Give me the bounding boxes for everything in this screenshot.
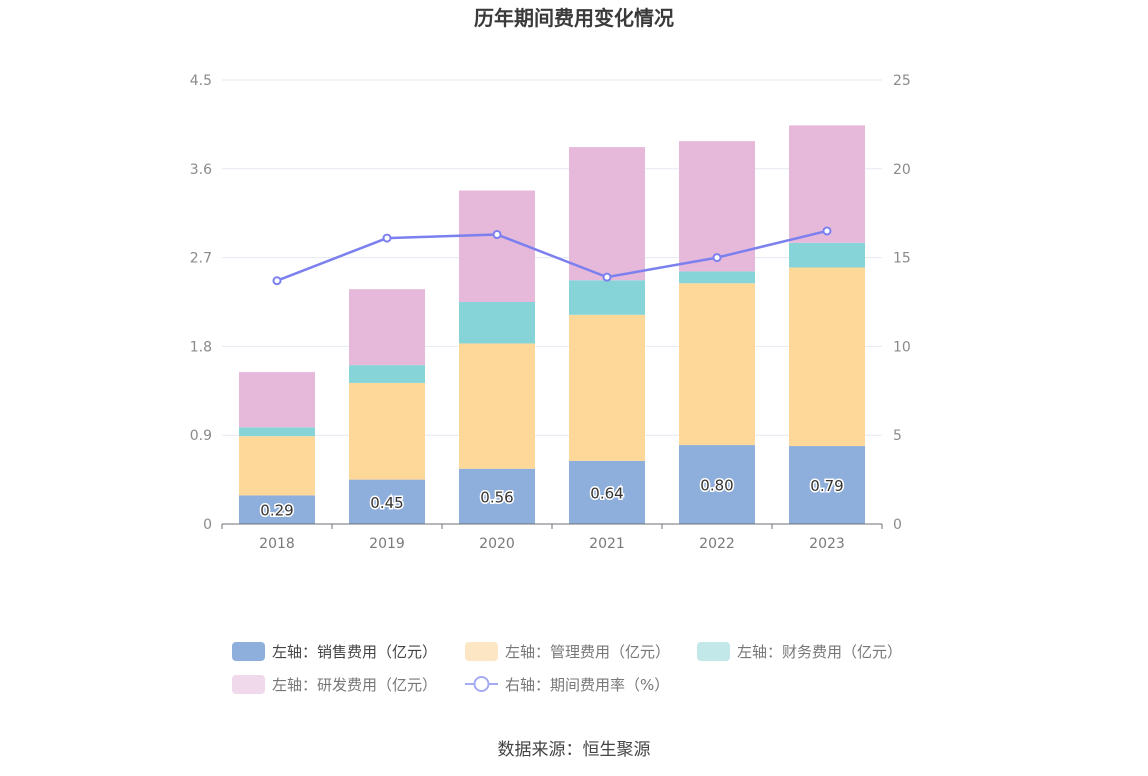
left-tick-label: 2.7 [190, 251, 212, 267]
right-tick-label: 20 [893, 162, 911, 178]
bar-segment [349, 365, 425, 383]
bar-segment [349, 289, 425, 366]
data-labels: 0.29 0.45 0.56 0.64 0.80 0.79 [259, 475, 845, 521]
legend-label: 左轴：管理费用（亿元） [505, 643, 670, 661]
legend-label: 左轴：销售费用（亿元） [272, 643, 437, 661]
left-axis: 0 0.9 1.8 2.7 3.6 4.5 [190, 73, 212, 533]
bar-segment [239, 372, 315, 428]
right-tick-label: 25 [893, 73, 911, 89]
bars [239, 125, 865, 524]
x-tick-label: 2023 [809, 536, 845, 552]
bar-value-label: 0.29 [260, 502, 293, 520]
bar-segment [569, 460, 645, 524]
bar-segment [569, 280, 645, 315]
x-axis: 2018 2019 2020 2021 2022 2023 [221, 524, 883, 552]
bar-segment [679, 445, 755, 524]
bar-value-label: 0.45 [370, 494, 403, 512]
bar-value-label: 0.64 [590, 484, 623, 502]
right-tick-label: 15 [893, 251, 911, 267]
bar-segment [569, 147, 645, 281]
left-tick-label: 0 [203, 517, 212, 533]
left-tick-label: 4.5 [190, 73, 212, 89]
rate-point [272, 276, 282, 286]
legend-item[interactable]: 左轴：研发费用（亿元） [232, 675, 437, 694]
left-tick-label: 3.6 [190, 162, 212, 178]
bar-segment [679, 271, 755, 284]
legend-swatch [232, 675, 265, 694]
bar-segment [789, 267, 865, 447]
bar-segment [239, 427, 315, 437]
bar-segment [239, 436, 315, 496]
bar-segment [679, 141, 755, 272]
legend-item[interactable]: 左轴：财务费用（亿元） [697, 642, 902, 661]
legend-swatch [697, 642, 730, 661]
right-tick-label: 0 [893, 517, 902, 533]
left-tick-label: 1.8 [190, 339, 212, 355]
legend-swatch [465, 642, 498, 661]
rate-line [272, 226, 832, 286]
legend-label: 左轴：财务费用（亿元） [737, 643, 902, 661]
right-tick-label: 10 [893, 339, 911, 355]
bar-segment [349, 479, 425, 524]
rate-point [712, 253, 722, 263]
legend-label: 左轴：研发费用（亿元） [272, 676, 437, 694]
rate-point [822, 226, 832, 236]
legend-circle-icon [473, 676, 490, 692]
gridlines [222, 79, 882, 436]
rate-point [602, 272, 612, 282]
bar-segment [459, 302, 535, 344]
bar-value-label: 0.79 [810, 477, 843, 495]
bar-segment [459, 190, 535, 302]
bar-segment [789, 125, 865, 243]
rate-line-path [276, 229, 828, 282]
bar-segment [349, 382, 425, 480]
x-tick-label: 2020 [479, 536, 515, 552]
legend-label: 右轴：期间费用率（%） [505, 676, 669, 694]
x-tick-label: 2022 [699, 536, 735, 552]
bar-segment [239, 495, 315, 524]
bar-segment [459, 468, 535, 524]
right-tick-label: 5 [893, 428, 902, 444]
bar-segment [789, 446, 865, 524]
rate-point [382, 233, 392, 243]
bar-segment [679, 283, 755, 446]
bar-segment [569, 314, 645, 461]
source-note: 数据来源：恒生聚源 [498, 740, 651, 760]
legend-item[interactable]: 右轴：期间费用率（%） [465, 676, 669, 694]
legend-swatch [232, 642, 265, 661]
legend[interactable]: 左轴：销售费用（亿元） 左轴：管理费用（亿元） 左轴：财务费用（亿元） 左轴：研发费用… [232, 642, 902, 694]
legend-item[interactable]: 左轴：销售费用（亿元） [232, 642, 437, 661]
chart-title: 历年期间费用变化情况 [474, 6, 674, 30]
bar-value-label: 0.56 [480, 488, 513, 506]
rate-point [492, 230, 502, 240]
bar-segment [789, 242, 865, 268]
x-tick-label: 2019 [369, 536, 405, 552]
legend-item[interactable]: 左轴：管理费用（亿元） [465, 642, 670, 661]
right-axis: 0 5 10 15 20 25 [893, 73, 911, 533]
bar-value-label: 0.80 [700, 477, 733, 495]
left-tick-label: 0.9 [190, 428, 212, 444]
x-tick-label: 2018 [259, 536, 295, 552]
x-tick-label: 2021 [589, 536, 625, 552]
bar-segment [459, 343, 535, 469]
